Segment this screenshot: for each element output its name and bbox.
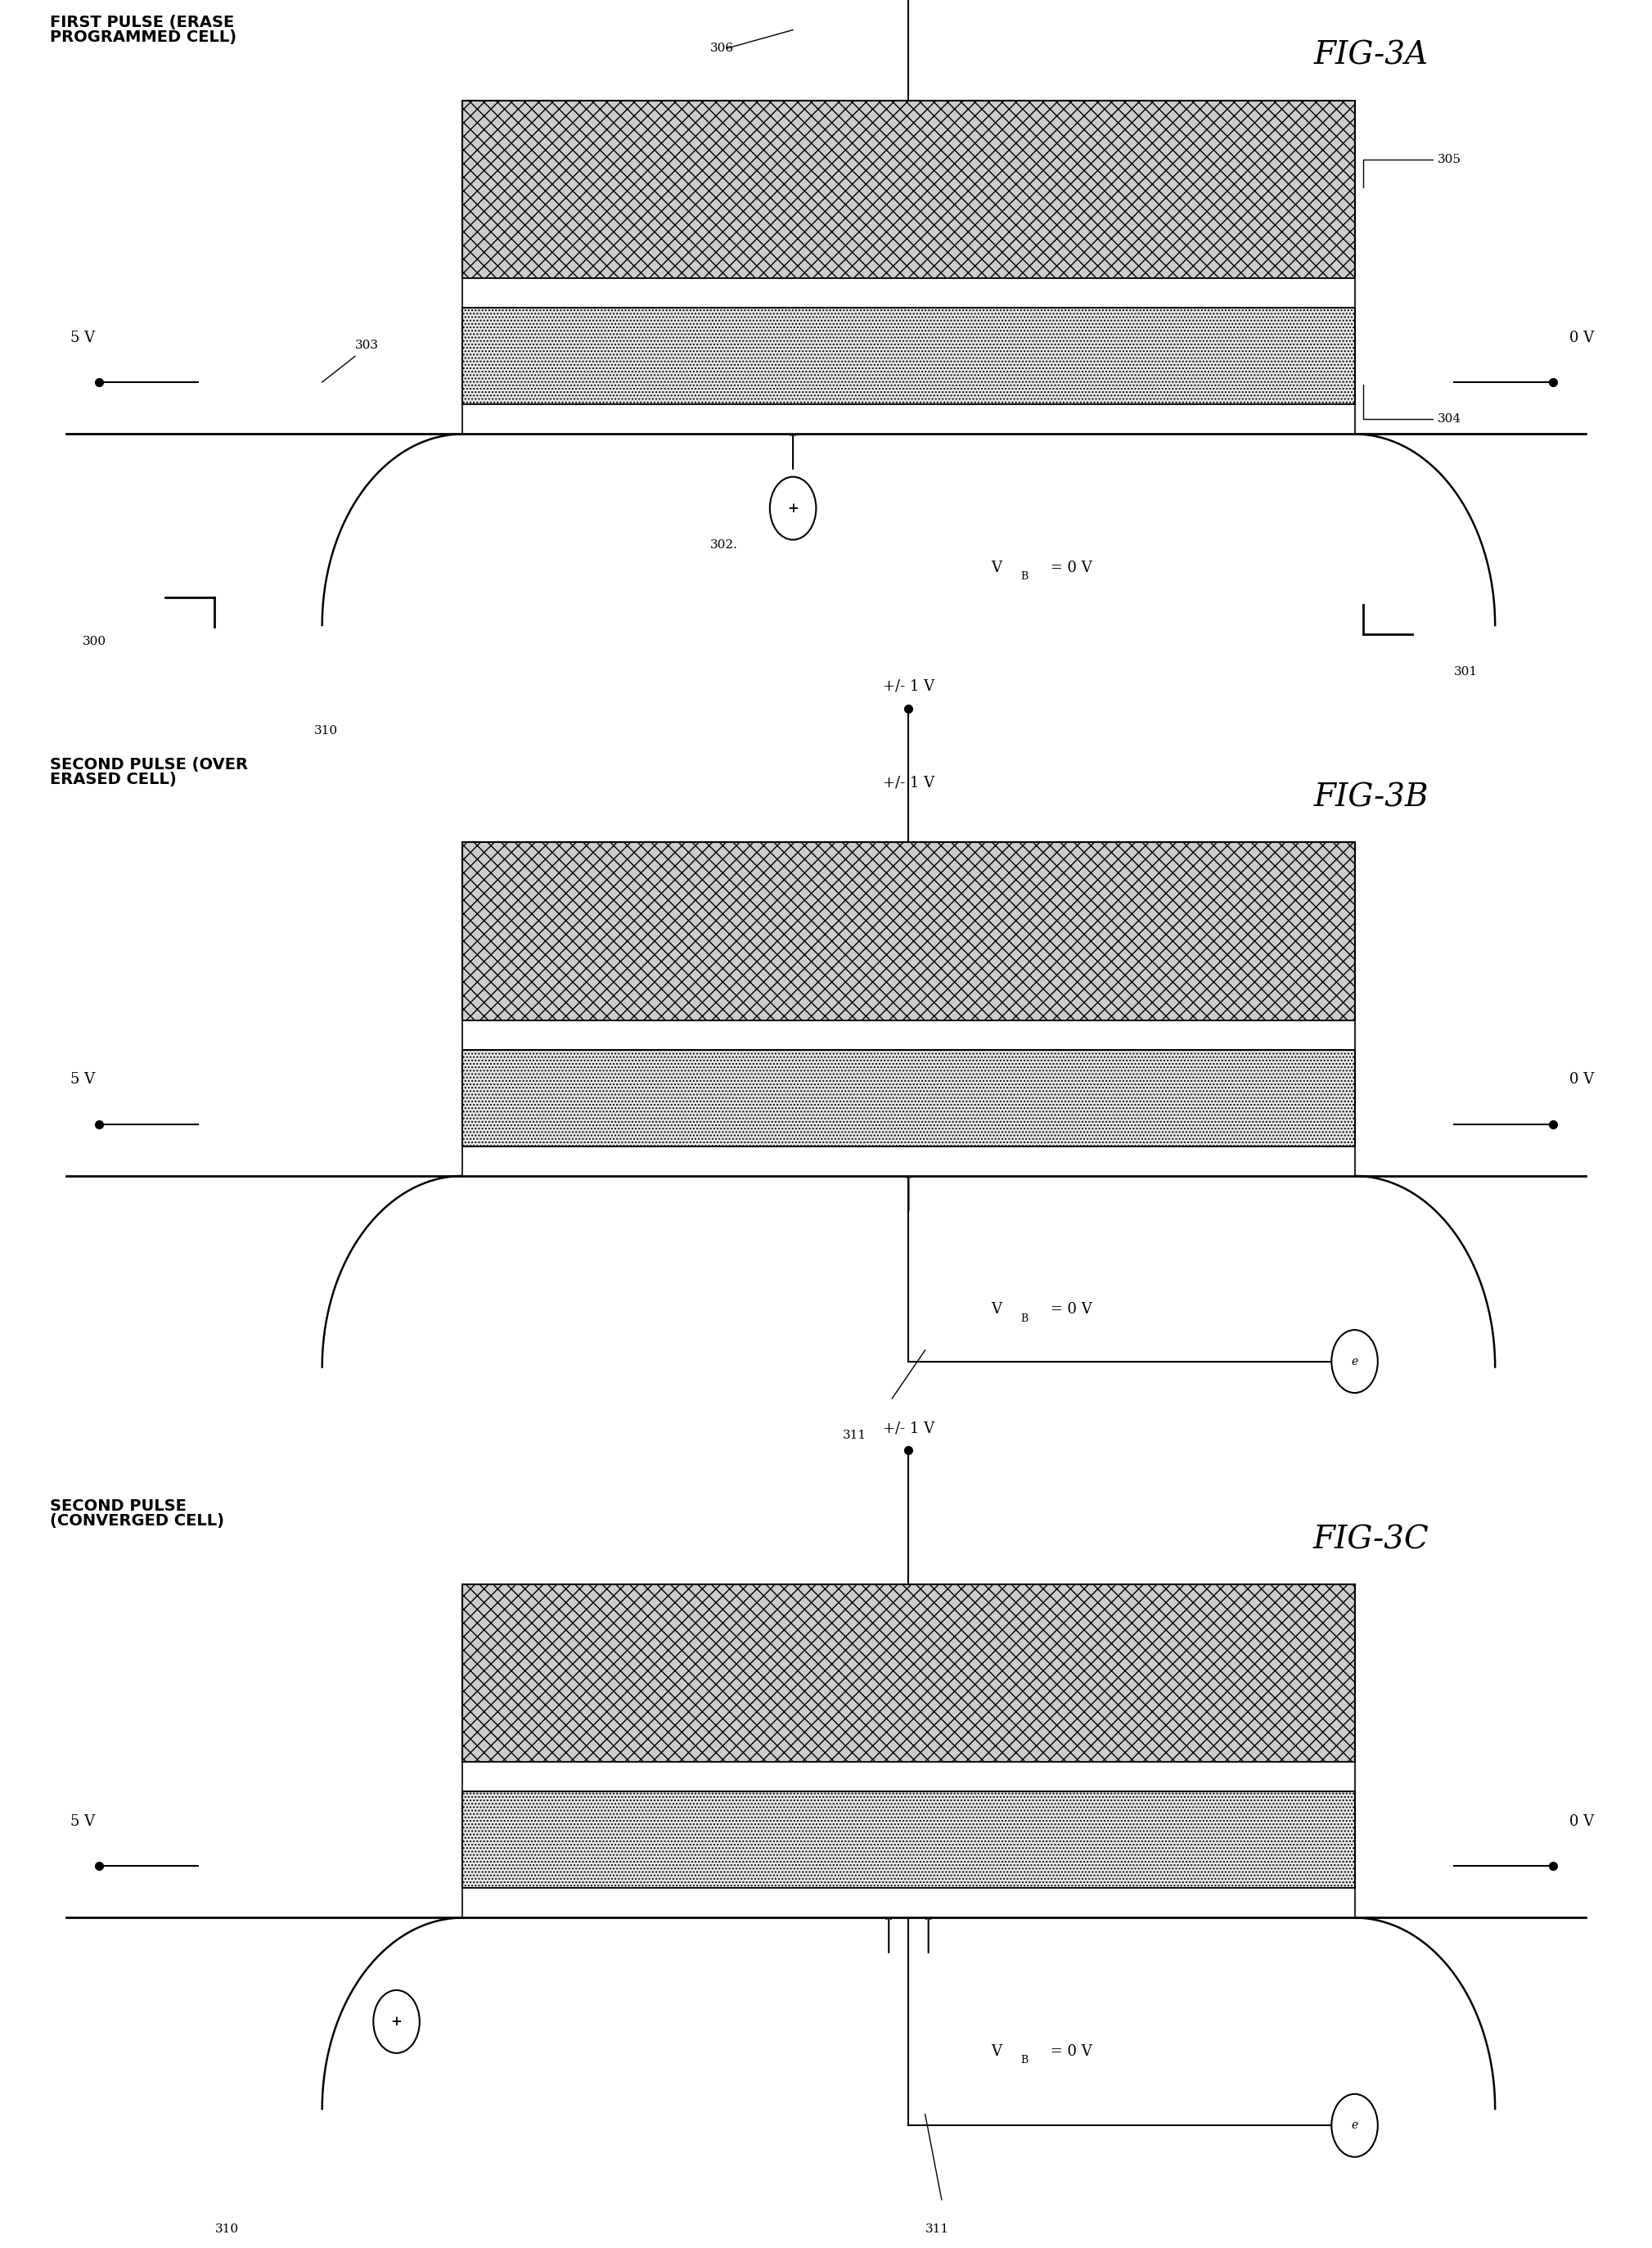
- Text: e: e: [1351, 1356, 1358, 1367]
- Circle shape: [770, 477, 816, 540]
- Text: PROGRAMMED CELL): PROGRAMMED CELL): [50, 29, 236, 45]
- Bar: [463, 1050, 1355, 1146]
- Circle shape: [1332, 2095, 1378, 2158]
- Text: FIG-3C: FIG-3C: [1313, 1524, 1429, 1556]
- Text: 0 V: 0 V: [1569, 1814, 1594, 1830]
- Text: 311: 311: [925, 2223, 948, 2235]
- Text: B: B: [1021, 1313, 1029, 1324]
- Circle shape: [373, 1989, 420, 2052]
- Text: FIG-3A: FIG-3A: [1313, 40, 1429, 72]
- Text: +/- 1 V: +/- 1 V: [882, 1421, 935, 1436]
- Text: 300: 300: [83, 636, 106, 647]
- Bar: [463, 1585, 1355, 1762]
- Text: FIRST PULSE (ERASE: FIRST PULSE (ERASE: [50, 16, 235, 31]
- Text: V: V: [991, 1302, 1001, 1317]
- Bar: [463, 1762, 1355, 1792]
- Text: + + e+: + + e+: [529, 1832, 585, 1848]
- Text: V: V: [991, 560, 1001, 575]
- Text: eeee: eeee: [529, 348, 567, 364]
- Text: 304: 304: [1363, 384, 1460, 425]
- Text: e: e: [1351, 2120, 1358, 2131]
- Text: 5 V: 5 V: [71, 1072, 94, 1086]
- Text: 5 V: 5 V: [71, 1814, 94, 1830]
- Text: 301: 301: [1454, 665, 1477, 677]
- Text: FIG-3B: FIG-3B: [1313, 782, 1429, 814]
- Text: SECOND PULSE (OVER: SECOND PULSE (OVER: [50, 758, 248, 773]
- Bar: [463, 843, 1355, 1021]
- Bar: [463, 1888, 1355, 1918]
- Bar: [463, 405, 1355, 434]
- Text: +/- 1 V: +/- 1 V: [882, 776, 935, 789]
- Text: 302.: 302.: [710, 540, 738, 551]
- Text: B: B: [1021, 2055, 1029, 2066]
- Text: +/- 1 V: +/- 1 V: [882, 679, 935, 695]
- Text: 311: 311: [843, 1430, 866, 1441]
- Text: B: B: [1021, 571, 1029, 582]
- Bar: [463, 1021, 1355, 1050]
- Bar: [463, 308, 1355, 405]
- Text: 310: 310: [314, 726, 337, 737]
- Text: (CONVERGED CELL): (CONVERGED CELL): [50, 1513, 223, 1529]
- Text: +: +: [788, 501, 798, 515]
- Bar: [463, 101, 1355, 279]
- Text: SECOND PULSE: SECOND PULSE: [50, 1499, 187, 1515]
- Text: 306: 306: [710, 43, 733, 54]
- Text: = 0 V: = 0 V: [1046, 1302, 1092, 1317]
- Circle shape: [1332, 1331, 1378, 1394]
- Text: 5 V: 5 V: [71, 330, 94, 344]
- Text: 305: 305: [1363, 153, 1460, 187]
- Text: = 0 V: = 0 V: [1046, 2043, 1092, 2059]
- Text: +: +: [392, 2014, 401, 2028]
- Bar: [463, 1792, 1355, 1888]
- Bar: [463, 279, 1355, 308]
- Text: 0 V: 0 V: [1569, 330, 1594, 344]
- Text: ++++: ++++: [529, 1090, 578, 1106]
- Text: V: V: [991, 2043, 1001, 2059]
- Text: = 0 V: = 0 V: [1046, 560, 1092, 575]
- Text: ERASED CELL): ERASED CELL): [50, 771, 177, 787]
- Text: 0 V: 0 V: [1569, 1072, 1594, 1086]
- Text: 310: 310: [215, 2223, 238, 2235]
- Text: 303: 303: [355, 339, 378, 351]
- Bar: [463, 1146, 1355, 1176]
